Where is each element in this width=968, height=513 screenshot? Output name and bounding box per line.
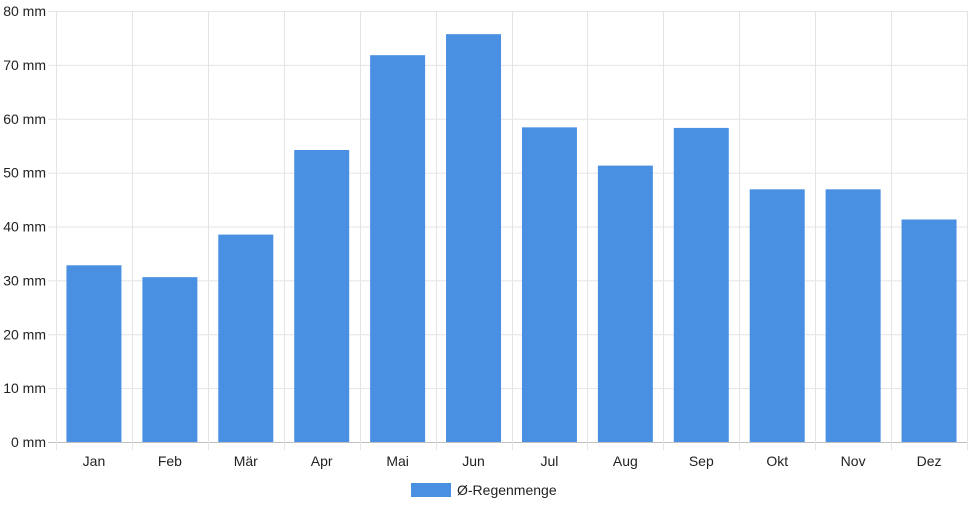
bar[interactable] xyxy=(446,34,502,442)
x-tick-label: Sep xyxy=(689,453,714,469)
x-tick-label: Okt xyxy=(766,453,788,469)
bar[interactable] xyxy=(370,55,426,443)
bar[interactable] xyxy=(749,189,805,442)
x-tick-label: Jun xyxy=(462,453,485,469)
x-tick-label: Nov xyxy=(841,453,866,469)
legend-swatch[interactable] xyxy=(411,483,451,497)
y-tick-label: 40 mm xyxy=(3,219,46,235)
bar[interactable] xyxy=(66,265,122,442)
y-tick-label: 70 mm xyxy=(3,57,46,73)
y-tick-label: 50 mm xyxy=(3,165,46,181)
axes: 0 mm 10 mm 20 mm 30 mm 40 mm 50 mm 60 mm 70 mm 8… xyxy=(3,3,941,469)
legend-label[interactable]: Ø-Regenmenge xyxy=(457,482,557,498)
bar[interactable] xyxy=(521,127,577,443)
bars xyxy=(66,34,957,443)
bar[interactable] xyxy=(597,165,653,442)
bar[interactable] xyxy=(673,127,729,442)
x-tick-label: Mai xyxy=(386,453,409,469)
legend[interactable]: Ø-Regenmenge xyxy=(411,482,557,498)
bar[interactable] xyxy=(218,234,274,442)
y-tick-label: 60 mm xyxy=(3,111,46,127)
bar[interactable] xyxy=(294,149,350,442)
x-tick-label: Apr xyxy=(311,453,333,469)
x-tick-label: Aug xyxy=(613,453,638,469)
y-tick-label: 20 mm xyxy=(3,326,46,342)
bar[interactable] xyxy=(142,277,198,442)
x-tick-label: Jan xyxy=(83,453,106,469)
x-tick-label: Feb xyxy=(158,453,182,469)
y-tick-label: 10 mm xyxy=(3,380,46,396)
x-tick-label: Jul xyxy=(541,453,559,469)
x-tick-label: Dez xyxy=(917,453,942,469)
y-tick-label: 0 mm xyxy=(11,434,46,450)
bar[interactable] xyxy=(901,219,957,442)
y-tick-label: 80 mm xyxy=(3,3,46,19)
bar[interactable] xyxy=(825,189,881,442)
x-tick-label: Mär xyxy=(234,453,258,469)
y-tick-label: 30 mm xyxy=(3,272,46,288)
